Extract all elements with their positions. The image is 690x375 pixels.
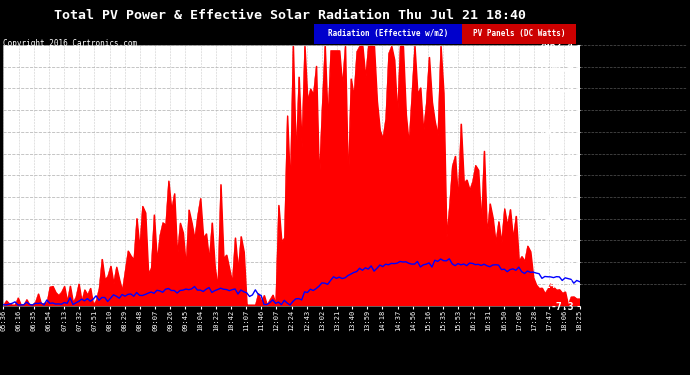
Text: Total PV Power & Effective Solar Radiation Thu Jul 21 18:40: Total PV Power & Effective Solar Radiati… <box>54 9 526 22</box>
Text: Copyright 2016 Cartronics.com: Copyright 2016 Cartronics.com <box>3 39 137 48</box>
Text: PV Panels (DC Watts): PV Panels (DC Watts) <box>473 30 566 39</box>
Text: Radiation (Effective w/m2): Radiation (Effective w/m2) <box>328 30 448 39</box>
